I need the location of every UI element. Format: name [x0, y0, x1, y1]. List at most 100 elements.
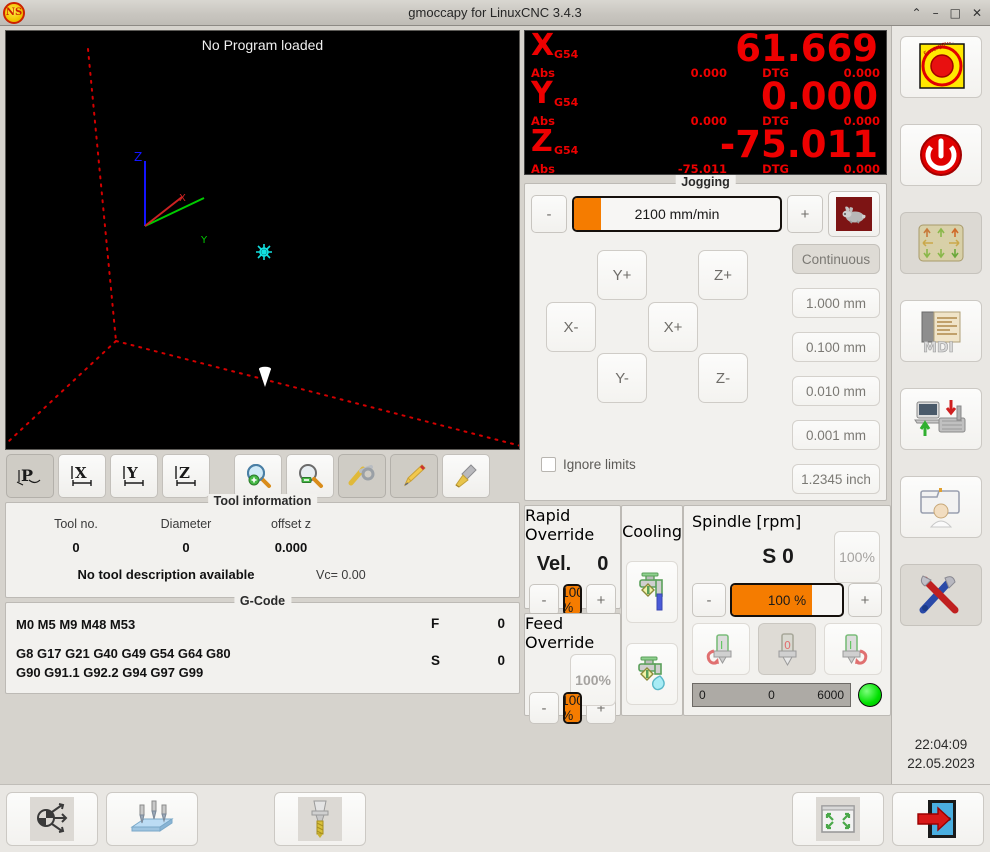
- homing-button[interactable]: [6, 791, 98, 846]
- spindle-cw-button[interactable]: I: [824, 623, 882, 675]
- manual-mode-button[interactable]: [900, 212, 982, 274]
- jog-z-plus-button[interactable]: Z+: [698, 250, 748, 300]
- edit-gcode-button[interactable]: [390, 454, 438, 498]
- spindle-stop-button[interactable]: 0: [758, 623, 816, 675]
- rapid-override-slider[interactable]: 100 %: [563, 584, 583, 616]
- jog-increment-continuous[interactable]: Continuous: [792, 244, 880, 274]
- touch-off-button[interactable]: [106, 791, 198, 846]
- feed-minus-button[interactable]: -: [529, 692, 559, 724]
- view-p-button[interactable]: P: [6, 454, 54, 498]
- clock-display: 22:04:09 22.05.2023: [907, 735, 975, 774]
- tool-change-button[interactable]: [274, 791, 366, 846]
- spindle-override-slider[interactable]: 100 %: [730, 583, 844, 617]
- dro-axis-y[interactable]: Y G54 0.000 Abs 0.000 DTG 0.000: [531, 75, 880, 129]
- spindle-override-reset-button[interactable]: 100%: [834, 531, 880, 583]
- view-y-button[interactable]: Y: [110, 454, 158, 498]
- jogging-legend: Jogging: [675, 175, 736, 189]
- feed-override-slider[interactable]: 100 %: [563, 692, 583, 724]
- auto-mode-button[interactable]: [900, 388, 982, 450]
- tool-information-headers: Tool no. Diameter offset z: [16, 517, 509, 531]
- minimize-icon[interactable]: –: [932, 5, 939, 20]
- clock-date: 22.05.2023: [907, 756, 975, 772]
- settings-button[interactable]: [900, 564, 982, 626]
- dro-y-system: G54: [554, 96, 579, 109]
- jog-z-minus-button[interactable]: Z-: [698, 353, 748, 403]
- rapid-minus-button[interactable]: -: [529, 584, 559, 616]
- fullscreen-icon: [816, 796, 860, 841]
- spindle-override-fill: [732, 585, 813, 615]
- dro-x-abs-label: Abs: [531, 66, 555, 80]
- spindle-ccw-button[interactable]: I: [692, 623, 750, 675]
- jog-increment-0100mm[interactable]: 0.100 mm: [792, 332, 880, 362]
- rapid-plus-button[interactable]: +: [586, 584, 617, 616]
- jog-x-plus-button[interactable]: X+: [648, 302, 698, 352]
- jog-velocity-slider[interactable]: 2100 mm/min: [572, 196, 782, 232]
- dro-axis-x[interactable]: X G54 61.669 Abs 0.000 DTG 0.000: [531, 27, 880, 81]
- dro-axis-z[interactable]: Z G54 -75.011 Abs -75.011 DTG 0.000: [531, 123, 880, 177]
- jog-y-plus-button[interactable]: Y+: [597, 250, 647, 300]
- bottom-toolbar: [0, 784, 990, 852]
- jog-x-minus-button[interactable]: X-: [546, 302, 596, 352]
- spindle-bar-current: 0: [768, 688, 775, 702]
- flood-coolant-button[interactable]: [626, 561, 679, 623]
- machine-power-button[interactable]: [900, 124, 982, 186]
- tool-description: No tool description available: [77, 567, 255, 582]
- override-column: Rapid Override Vel. 0 - 100 % +: [524, 505, 622, 724]
- user-tabs-button[interactable]: [900, 476, 982, 538]
- active-gcodes-line1: G8 G17 G21 G40 G49 G54 G64 G80: [16, 645, 231, 661]
- dro-x-sub: Abs 0.000 DTG 0.000: [531, 66, 880, 80]
- auto-run-icon: [914, 400, 966, 436]
- ignore-limits-row[interactable]: Ignore limits: [541, 457, 636, 472]
- svg-text:Z: Z: [179, 464, 190, 482]
- shade-icon[interactable]: ⌃: [911, 5, 922, 20]
- dro-panel[interactable]: X G54 61.669 Abs 0.000 DTG 0.000 Y G54 0…: [524, 27, 887, 177]
- spindle-override-value: 100 %: [767, 592, 807, 608]
- close-icon[interactable]: ✕: [971, 5, 982, 20]
- spindle-plus-button[interactable]: +: [848, 583, 882, 617]
- rapid-jog-button[interactable]: [828, 191, 880, 237]
- jog-increment-inch[interactable]: 1.2345 inch: [792, 464, 880, 494]
- graphics-preview-wrapper: No Program loaded Z Y: [0, 26, 524, 450]
- tools-icon: [919, 575, 959, 614]
- gcode-preview[interactable]: No Program loaded Z Y: [5, 30, 520, 450]
- jog-increment-0001mm[interactable]: 0.001 mm: [792, 420, 880, 450]
- graphics-toolbar: P X Y Z: [0, 450, 524, 502]
- rapid-override-value: 100 %: [565, 585, 580, 614]
- feed-label: F: [431, 616, 440, 631]
- view-x-button[interactable]: X: [58, 454, 106, 498]
- mist-coolant-button[interactable]: [626, 643, 679, 705]
- rabbit-icon: [836, 197, 872, 231]
- dro-y-letter: Y: [531, 76, 553, 111]
- feed-override-fill: [565, 694, 581, 722]
- tool-cone-icon: [259, 369, 271, 387]
- spindle-status-led: [858, 683, 882, 707]
- tool-information-panel: Tool information Tool no. Diameter offse…: [5, 494, 520, 598]
- ignore-limits-checkbox[interactable]: [541, 457, 556, 472]
- dro-y-dtg-label: DTG: [762, 114, 789, 128]
- maximize-icon[interactable]: □: [949, 5, 961, 20]
- power-icon: [920, 134, 962, 176]
- estop-button[interactable]: Emergency-Stop: [900, 36, 982, 98]
- show-dimensions-button[interactable]: [338, 454, 386, 498]
- feed-override-panel: Feed Override F 0 100% - 100 % +: [524, 613, 622, 724]
- fullscreen-button[interactable]: [792, 791, 884, 846]
- spindle-bar-row: 0 0 6000: [692, 683, 882, 707]
- left-column: No Program loaded Z Y: [0, 26, 524, 784]
- cooling-column: Cooling: [621, 505, 683, 720]
- jog-velocity-value: 2100 mm/min: [634, 206, 720, 222]
- origin-marker-icon: [256, 244, 272, 260]
- jog-velocity-minus-button[interactable]: -: [531, 195, 567, 233]
- exit-button[interactable]: [892, 791, 984, 846]
- jog-increment-1mm[interactable]: 1.000 mm: [792, 288, 880, 318]
- jog-velocity-plus-button[interactable]: +: [787, 195, 823, 233]
- zoom-out-button[interactable]: [286, 454, 334, 498]
- jog-increment-0010mm[interactable]: 0.010 mm: [792, 376, 880, 406]
- spindle-minus-button[interactable]: -: [692, 583, 726, 617]
- view-z-button[interactable]: Z: [162, 454, 210, 498]
- spindle-stop-icon: 0: [778, 633, 797, 667]
- mdi-mode-button[interactable]: MDI: [900, 300, 982, 362]
- clear-plot-button[interactable]: [442, 454, 490, 498]
- zoom-in-button[interactable]: [234, 454, 282, 498]
- jog-y-minus-button[interactable]: Y-: [597, 353, 647, 403]
- dro-x-dtg-value: 0.000: [843, 66, 880, 80]
